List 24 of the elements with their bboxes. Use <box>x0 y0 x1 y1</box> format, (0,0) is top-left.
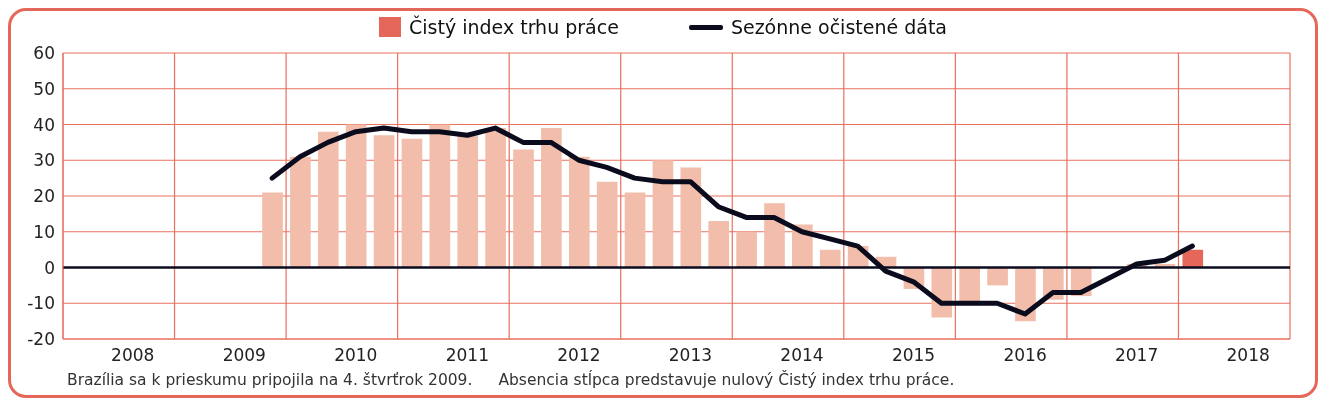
y-tick-label: -10 <box>27 293 55 314</box>
y-tick-label: 10 <box>33 221 55 242</box>
legend-label: Čistý index trhu práce <box>408 16 619 38</box>
text: Absencia stĺpca predstavuje nulový Čistý index trhu práce. <box>498 371 955 389</box>
y-tick-label: 0 <box>44 257 55 278</box>
text: Brazília sa k prieskumu pripojila na 4. štvrťrok 2009. <box>67 371 473 389</box>
x-tick-label: 2015 <box>891 345 936 365</box>
legend-label: Sezónne očistené dáta <box>730 16 948 38</box>
y-tick-label: 60 <box>33 43 55 64</box>
x-tick-label: 2014 <box>780 345 824 365</box>
y-tick-label: 40 <box>33 114 55 135</box>
y-tick-label: 20 <box>33 186 55 207</box>
x-tick-label: 2012 <box>557 345 601 365</box>
x-tick-label: 2016 <box>1003 345 1047 365</box>
x-tick-label: 2009 <box>222 345 266 365</box>
y-tick-label: 50 <box>33 78 55 99</box>
x-tick-label: 2010 <box>334 345 378 365</box>
x-tick-label: 2008 <box>111 345 155 365</box>
x-tick-label: 2011 <box>445 345 489 365</box>
y-tick-label: -20 <box>27 329 55 350</box>
y-tick-label: 30 <box>33 150 55 171</box>
x-tick-label: 2018 <box>1226 345 1270 365</box>
x-tick-label: 2017 <box>1114 345 1159 365</box>
x-tick-label: 2013 <box>668 345 713 365</box>
